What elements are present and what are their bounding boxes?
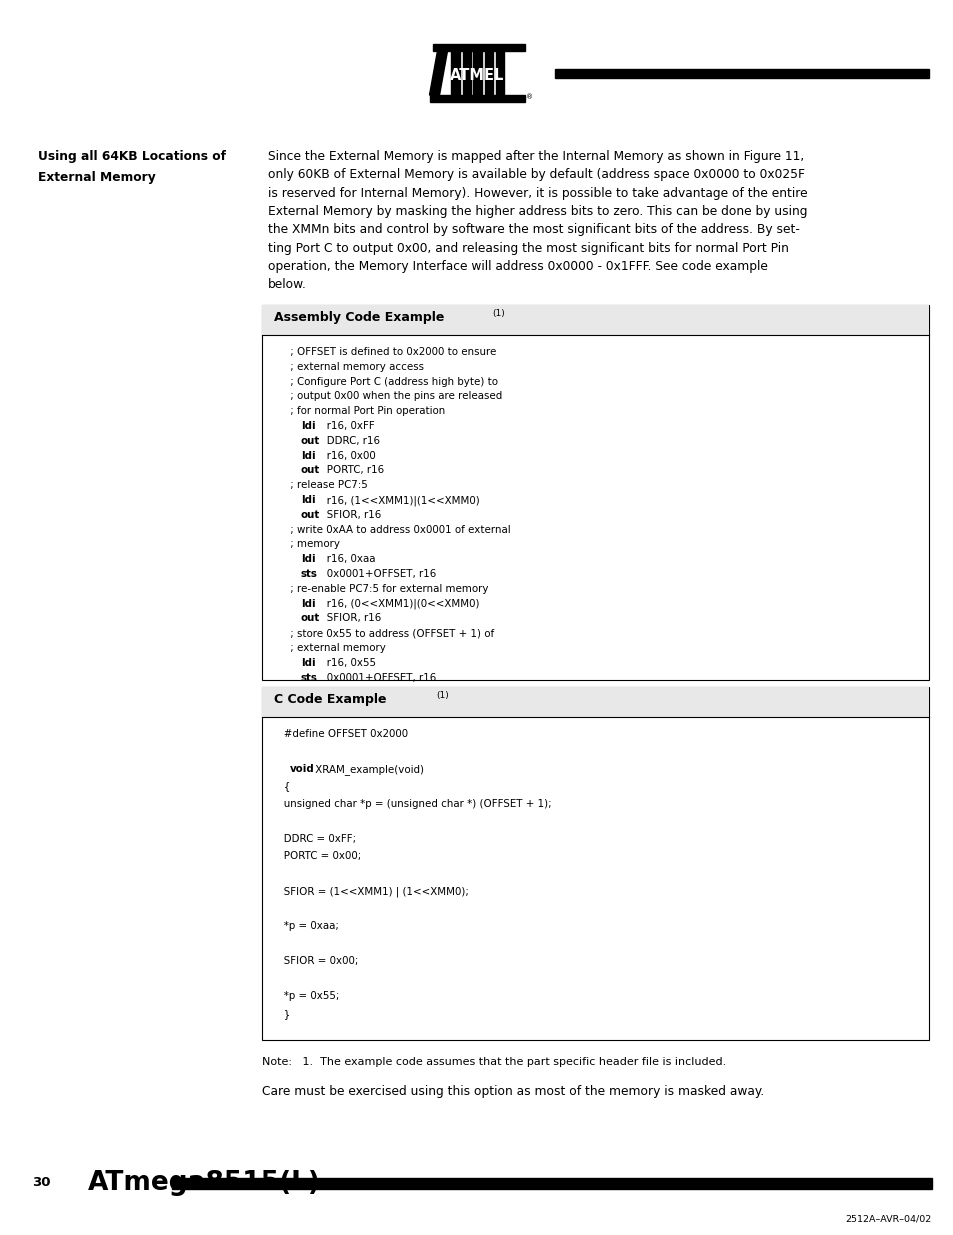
Text: r16, (0<<XMM1)|(0<<XMM0): r16, (0<<XMM1)|(0<<XMM0) <box>317 599 479 609</box>
Text: ; external memory: ; external memory <box>274 643 385 653</box>
Text: ; Configure Port C (address high byte) to: ; Configure Port C (address high byte) t… <box>274 377 497 387</box>
Text: sts: sts <box>300 569 317 579</box>
Text: DDRC, r16: DDRC, r16 <box>317 436 380 446</box>
Text: ldi: ldi <box>300 658 314 668</box>
Text: ; re-enable PC7:5 for external memory: ; re-enable PC7:5 for external memory <box>274 584 488 594</box>
Bar <box>172 1177 931 1188</box>
Text: out: out <box>300 510 319 520</box>
Text: Note:   1.  The example code assumes that the part specific header file is inclu: Note: 1. The example code assumes that t… <box>262 1057 725 1067</box>
Text: {: { <box>274 782 290 792</box>
Text: r16, 0xaa: r16, 0xaa <box>317 555 375 564</box>
Text: SFIOR = (1<<XMM1) | (1<<XMM0);: SFIOR = (1<<XMM1) | (1<<XMM0); <box>274 887 468 897</box>
Text: *p = 0xaa;: *p = 0xaa; <box>274 921 338 931</box>
Polygon shape <box>429 51 447 95</box>
Text: External Memory: External Memory <box>38 170 155 184</box>
Bar <box>495 51 503 95</box>
Bar <box>262 687 928 718</box>
Text: XRAM_example(void): XRAM_example(void) <box>312 764 424 774</box>
Text: ATmega8515(L): ATmega8515(L) <box>88 1170 320 1195</box>
Text: SFIOR, r16: SFIOR, r16 <box>317 614 381 624</box>
Text: Using all 64KB Locations of: Using all 64KB Locations of <box>38 149 226 163</box>
Text: operation, the Memory Interface will address 0x0000 - 0x1FFF. See code example: operation, the Memory Interface will add… <box>268 259 767 273</box>
Bar <box>262 687 928 1040</box>
Bar <box>262 305 928 335</box>
Bar <box>432 44 524 51</box>
Text: SFIOR, r16: SFIOR, r16 <box>317 510 381 520</box>
Text: Care must be exercised using this option as most of the memory is masked away.: Care must be exercised using this option… <box>262 1086 763 1098</box>
Text: r16, 0x00: r16, 0x00 <box>317 451 375 461</box>
Text: ; external memory access: ; external memory access <box>274 362 423 372</box>
Text: 0x0001+OFFSET, r16: 0x0001+OFFSET, r16 <box>317 569 436 579</box>
Text: ldi: ldi <box>300 421 314 431</box>
Text: ldi: ldi <box>300 555 314 564</box>
Text: (1): (1) <box>492 309 504 317</box>
Text: SFIOR = 0x00;: SFIOR = 0x00; <box>274 956 358 967</box>
Text: ; write 0xAA to address 0x0001 of external: ; write 0xAA to address 0x0001 of extern… <box>274 525 510 535</box>
Text: Assembly Code Example: Assembly Code Example <box>274 311 444 324</box>
Text: ting Port C to output 0x00, and releasing the most significant bits for normal P: ting Port C to output 0x00, and releasin… <box>268 242 788 254</box>
Text: sts: sts <box>300 673 317 683</box>
Text: 0x0001+OFFSET, r16: 0x0001+OFFSET, r16 <box>317 673 436 683</box>
Text: 2512A–AVR–04/02: 2512A–AVR–04/02 <box>845 1215 931 1224</box>
Bar <box>555 68 928 78</box>
Text: out: out <box>300 614 319 624</box>
Text: ; for normal Port Pin operation: ; for normal Port Pin operation <box>274 406 445 416</box>
Text: ldi: ldi <box>300 495 314 505</box>
Text: ; memory: ; memory <box>274 540 339 550</box>
Text: is reserved for Internal Memory). However, it is possible to take advantage of t: is reserved for Internal Memory). Howeve… <box>268 186 807 200</box>
Text: ; store 0x55 to address (OFFSET + 1) of: ; store 0x55 to address (OFFSET + 1) of <box>274 629 494 638</box>
Text: ATMEL: ATMEL <box>450 68 503 84</box>
Text: unsigned char *p = (unsigned char *) (OFFSET + 1);: unsigned char *p = (unsigned char *) (OF… <box>274 799 551 809</box>
Bar <box>451 51 459 95</box>
Text: (1): (1) <box>436 692 448 700</box>
Bar <box>262 305 928 680</box>
Text: C Code Example: C Code Example <box>274 693 386 706</box>
Text: r16, 0x55: r16, 0x55 <box>317 658 376 668</box>
Text: Since the External Memory is mapped after the Internal Memory as shown in Figure: Since the External Memory is mapped afte… <box>268 149 803 163</box>
Text: void: void <box>290 764 314 774</box>
Bar <box>473 51 481 95</box>
Text: ldi: ldi <box>300 599 314 609</box>
Text: DDRC = 0xFF;: DDRC = 0xFF; <box>274 834 355 844</box>
Text: ldi: ldi <box>300 451 314 461</box>
Text: PORTC = 0x00;: PORTC = 0x00; <box>274 851 361 862</box>
Text: r16, 0xFF: r16, 0xFF <box>317 421 375 431</box>
Text: below.: below. <box>268 278 307 291</box>
Text: out: out <box>300 436 319 446</box>
Text: r16, (1<<XMM1)|(1<<XMM0): r16, (1<<XMM1)|(1<<XMM0) <box>317 495 479 505</box>
Text: ; output 0x00 when the pins are released: ; output 0x00 when the pins are released <box>274 391 501 401</box>
Text: only 60KB of External Memory is available by default (address space 0x0000 to 0x: only 60KB of External Memory is availabl… <box>268 168 804 182</box>
Text: out: out <box>300 466 319 475</box>
Text: ; release PC7:5: ; release PC7:5 <box>274 480 367 490</box>
Text: 30: 30 <box>32 1177 51 1189</box>
Text: ; OFFSET is defined to 0x2000 to ensure: ; OFFSET is defined to 0x2000 to ensure <box>274 347 496 357</box>
Text: #define OFFSET 0x2000: #define OFFSET 0x2000 <box>274 729 408 739</box>
Text: *p = 0x55;: *p = 0x55; <box>274 992 339 1002</box>
Bar <box>462 51 471 95</box>
Text: the XMMn bits and control by software the most significant bits of the address. : the XMMn bits and control by software th… <box>268 224 799 236</box>
Text: }: } <box>274 1009 290 1019</box>
Bar <box>484 51 493 95</box>
Text: External Memory by masking the higher address bits to zero. This can be done by : External Memory by masking the higher ad… <box>268 205 806 217</box>
Text: ®: ® <box>526 94 533 100</box>
Bar <box>429 95 524 103</box>
Text: PORTC, r16: PORTC, r16 <box>317 466 384 475</box>
